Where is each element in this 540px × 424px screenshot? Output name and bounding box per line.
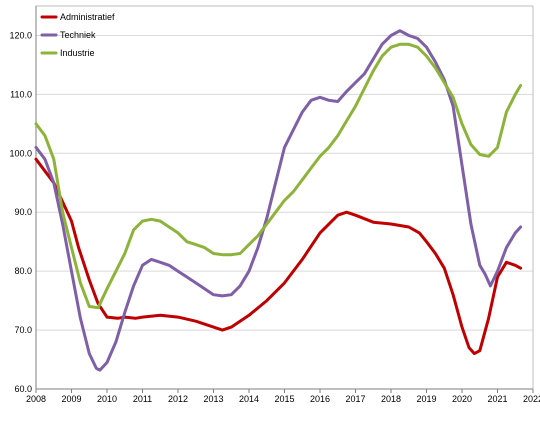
x-tick-label: 2021 — [487, 394, 507, 404]
y-tick-label: 100.0 — [9, 148, 32, 158]
gridlines — [36, 34, 533, 331]
x-tick-label: 2020 — [452, 394, 472, 404]
y-tick-label: 80.0 — [14, 266, 32, 276]
y-tick-label: 120.0 — [9, 30, 32, 40]
x-tick-label: 2019 — [416, 394, 436, 404]
x-tick-label: 2015 — [274, 394, 294, 404]
plot-area-border — [35, 5, 534, 390]
legend-label-techniek: Techniek — [60, 30, 96, 40]
legend: Administratief Techniek Industrie — [40, 12, 115, 58]
series-line-administratief — [34, 157, 523, 356]
legend-label-industrie: Industrie — [60, 48, 95, 58]
tick-labels: 60.0 70.0 80.0 90.0 100.0 110.0 120.0 2008 2009 2… — [9, 30, 540, 404]
x-tick-label: 2011 — [133, 394, 152, 404]
y-tick-label: 60.0 — [14, 384, 32, 394]
x-tick-label: 2013 — [203, 394, 223, 404]
axes — [35, 5, 534, 393]
y-tick-label: 70.0 — [14, 325, 32, 335]
x-tick-label: 2012 — [168, 394, 188, 404]
legend-label-administratief: Administratief — [60, 12, 115, 22]
y-tick-label: 90.0 — [14, 207, 32, 217]
x-tick-label: 2022 — [523, 394, 540, 404]
x-tick-label: 2014 — [239, 394, 259, 404]
x-tick-label: 2009 — [61, 394, 81, 404]
series-line-techniek — [34, 29, 523, 372]
series-line-industrie — [34, 42, 523, 310]
x-tick-label: 2016 — [310, 394, 330, 404]
x-tick-label: 2010 — [97, 394, 117, 404]
y-tick-label: 110.0 — [10, 89, 32, 99]
series-lines — [34, 29, 523, 372]
x-tick-label: 2018 — [381, 394, 401, 404]
x-tick-label: 2017 — [345, 394, 365, 404]
x-tick-label: 2008 — [26, 394, 46, 404]
